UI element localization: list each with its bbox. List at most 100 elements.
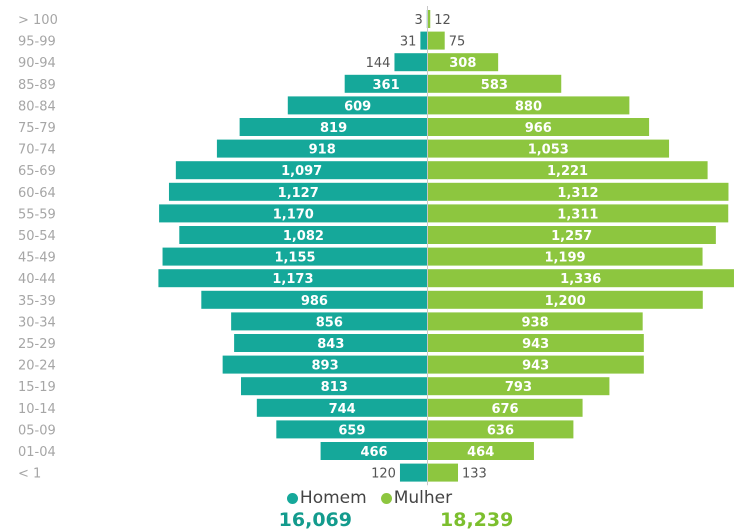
total-homem: 16,069: [278, 509, 352, 531]
value-label-homem-30-34: 856: [316, 315, 343, 330]
value-label-homem-25-29: 843: [317, 337, 344, 352]
age-label-80-84: 80-84: [18, 99, 56, 114]
value-label-homem-15-19: 813: [321, 380, 348, 395]
bar-mulher-35-39[interactable]: [427, 290, 703, 309]
bar-homem-40-44[interactable]: [158, 269, 428, 288]
labels-group: > 100 3 12 95-99 31 75 90-94 144 308 85-89 361 583 8…: [18, 13, 601, 482]
value-label-mulher-1: 133: [462, 467, 487, 482]
age-label-1: < 1: [18, 467, 41, 482]
value-label-homem-01-04: 466: [360, 445, 387, 460]
bar-mulher-55-59[interactable]: [427, 204, 729, 223]
bar-homem-55-59[interactable]: [159, 204, 428, 223]
value-label-homem-05-09: 659: [338, 423, 365, 438]
legend: Homem Mulher: [0, 487, 739, 509]
bar-mulher-100[interactable]: [427, 10, 431, 28]
value-label-mulher-80-84: 880: [515, 99, 542, 114]
value-label-homem-55-59: 1,170: [273, 207, 314, 222]
bar-mulher-10-14[interactable]: [427, 398, 583, 417]
bar-mulher-95-99[interactable]: [427, 31, 445, 50]
value-label-homem-75-79: 819: [320, 121, 347, 136]
total-mulher: 18,239: [440, 509, 514, 531]
bar-homem-25-29[interactable]: [234, 334, 428, 352]
bars-group: [158, 6, 734, 486]
value-label-mulher-15-19: 793: [505, 380, 532, 395]
bar-mulher-80-84[interactable]: [427, 96, 630, 115]
value-label-homem-85-89: 361: [373, 78, 400, 93]
value-label-homem-60-64: 1,127: [278, 186, 319, 201]
bar-mulher-20-24[interactable]: [427, 355, 644, 374]
bar-homem-75-79[interactable]: [239, 118, 428, 136]
bar-mulher-45-49[interactable]: [427, 247, 703, 266]
age-label-85-89: 85-89: [18, 78, 56, 93]
bar-mulher-15-19[interactable]: [427, 377, 610, 396]
bar-mulher-70-74[interactable]: [427, 139, 670, 158]
bar-homem-85-89[interactable]: [344, 74, 428, 93]
age-label-20-24: 20-24: [18, 359, 56, 374]
bar-mulher-60-64[interactable]: [427, 182, 729, 201]
value-label-mulher-95-99: 75: [449, 35, 466, 50]
bar-homem-35-39[interactable]: [201, 290, 428, 309]
value-label-homem-90-94: 144: [366, 56, 391, 71]
bar-mulher-40-44[interactable]: [427, 269, 734, 288]
age-label-15-19: 15-19: [18, 380, 56, 395]
value-label-mulher-90-94: 308: [449, 56, 476, 71]
legend-item-mulher[interactable]: Mulher: [380, 488, 452, 508]
age-label-65-69: 65-69: [18, 164, 56, 179]
value-label-homem-10-14: 744: [329, 402, 356, 417]
bar-mulher-25-29[interactable]: [427, 334, 644, 352]
bar-homem-30-34[interactable]: [231, 312, 428, 331]
age-label-05-09: 05-09: [18, 423, 56, 438]
bar-mulher-90-94[interactable]: [427, 53, 499, 72]
value-label-mulher-60-64: 1,312: [557, 186, 598, 201]
bar-homem-10-14[interactable]: [256, 398, 428, 417]
bar-mulher-30-34[interactable]: [427, 312, 643, 331]
bar-homem-01-04[interactable]: [320, 442, 428, 460]
bar-mulher-75-79[interactable]: [427, 118, 650, 136]
bar-mulher-85-89[interactable]: [427, 74, 562, 93]
bar-homem-90-94[interactable]: [394, 53, 428, 72]
bar-mulher-1[interactable]: [427, 463, 459, 482]
value-label-homem-65-69: 1,097: [281, 164, 322, 179]
bar-mulher-50-54[interactable]: [427, 226, 716, 244]
bar-homem-80-84[interactable]: [287, 96, 428, 115]
bar-mulher-05-09[interactable]: [427, 420, 574, 439]
homem-color-dot: [286, 492, 298, 504]
population-pyramid-chart: > 100 3 12 95-99 31 75 90-94 144 308 85-89 361 583 8…: [18, 6, 734, 486]
bar-mulher-01-04[interactable]: [427, 442, 534, 460]
age-label-35-39: 35-39: [18, 294, 56, 309]
bar-homem-60-64[interactable]: [168, 182, 428, 201]
bar-homem-70-74[interactable]: [216, 139, 428, 158]
bar-mulher-65-69[interactable]: [427, 161, 708, 180]
age-label-60-64: 60-64: [18, 186, 56, 201]
value-label-mulher-20-24: 943: [522, 359, 549, 374]
bar-homem-20-24[interactable]: [222, 355, 428, 374]
value-label-homem-70-74: 918: [309, 143, 336, 158]
bar-homem-15-19[interactable]: [240, 377, 428, 396]
value-label-mulher-45-49: 1,199: [544, 251, 585, 266]
age-label-55-59: 55-59: [18, 207, 56, 222]
age-label-45-49: 45-49: [18, 251, 56, 266]
value-label-mulher-40-44: 1,336: [560, 272, 601, 287]
age-label-100: > 100: [18, 13, 58, 28]
value-label-mulher-30-34: 938: [522, 315, 549, 330]
bar-homem-05-09[interactable]: [276, 420, 428, 439]
age-label-10-14: 10-14: [18, 402, 56, 417]
value-label-homem-45-49: 1,155: [274, 251, 315, 266]
bar-homem-50-54[interactable]: [179, 226, 428, 244]
value-label-mulher-55-59: 1,311: [557, 207, 598, 222]
value-label-homem-35-39: 986: [301, 294, 328, 309]
bar-homem-65-69[interactable]: [175, 161, 428, 180]
bar-homem-95-99[interactable]: [420, 31, 428, 50]
legend-item-homem[interactable]: Homem: [286, 488, 367, 508]
legend-label-homem: Homem: [299, 488, 367, 508]
age-label-95-99: 95-99: [18, 35, 56, 50]
value-label-homem-20-24: 893: [312, 359, 339, 374]
value-label-mulher-10-14: 676: [491, 402, 518, 417]
value-label-mulher-65-69: 1,221: [547, 164, 588, 179]
mulher-color-dot: [380, 492, 392, 504]
value-label-mulher-35-39: 1,200: [545, 294, 586, 309]
bar-homem-45-49[interactable]: [162, 247, 428, 266]
age-label-90-94: 90-94: [18, 56, 56, 71]
value-label-mulher-50-54: 1,257: [551, 229, 592, 244]
bar-homem-1[interactable]: [399, 463, 428, 482]
